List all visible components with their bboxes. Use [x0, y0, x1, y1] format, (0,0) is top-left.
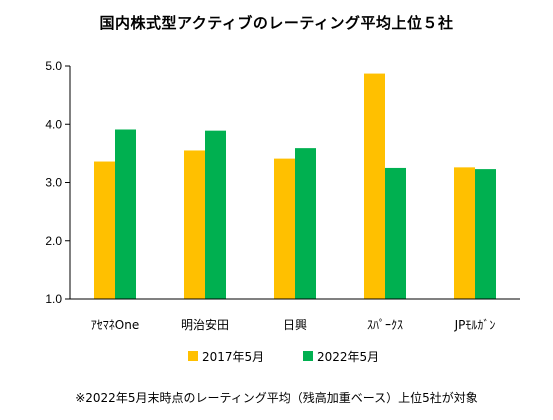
y-tick-label: 2.0 — [45, 234, 62, 248]
y-tick-label: 1.0 — [45, 292, 62, 306]
x-category-label: JPﾓﾙｶﾞﾝ — [454, 318, 496, 332]
legend-swatch — [303, 351, 313, 361]
x-category-label: 日興 — [283, 318, 307, 332]
legend-label: 2022年5月 — [317, 350, 379, 364]
bar-series-2 — [475, 169, 496, 299]
y-tick-label: 4.0 — [45, 117, 62, 131]
footnote: ※2022年5月末時点のレーティング平均（残高加重ベース）上位5社が対象 — [75, 391, 478, 405]
chart-title: 国内株式型アクティブのレーティング平均上位５社 — [99, 14, 454, 32]
bar-series-1 — [274, 158, 295, 299]
x-category-label: 明治安田 — [181, 317, 229, 332]
y-tick-label: 5.0 — [45, 59, 62, 73]
bar-series-1 — [364, 73, 385, 299]
legend: 2017年5月 2022年5月 — [188, 350, 379, 364]
bar-series-1 — [454, 167, 475, 299]
bar-series-2 — [295, 148, 316, 299]
y-axis: 1.0 2.0 3.0 4.0 5.0 — [45, 59, 71, 306]
bar-series-1 — [184, 150, 205, 299]
x-category-label: ｱｾﾏﾈOne — [91, 318, 139, 332]
x-axis: ｱｾﾏﾈOne 明治安田 日興 ｽﾊﾟｰｸｽ JPﾓﾙｶﾞﾝ — [70, 298, 520, 332]
bars — [94, 73, 496, 299]
x-category-label: ｽﾊﾟｰｸｽ — [367, 318, 403, 332]
bar-series-2 — [205, 130, 226, 299]
bar-series-2 — [115, 129, 136, 299]
bar-series-2 — [385, 167, 406, 299]
bar-series-1 — [94, 161, 115, 299]
legend-label: 2017年5月 — [202, 350, 264, 364]
y-tick-label: 3.0 — [45, 176, 62, 190]
legend-swatch — [188, 351, 198, 361]
